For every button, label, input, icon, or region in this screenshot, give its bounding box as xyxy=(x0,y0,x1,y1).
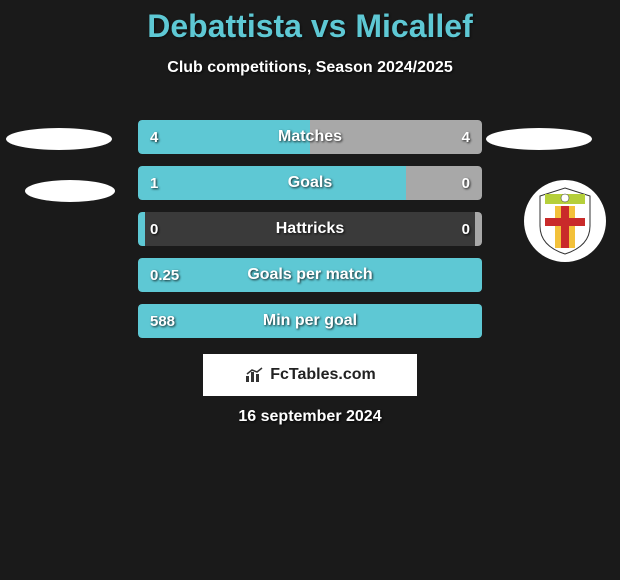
stat-label: Goals per match xyxy=(138,258,482,292)
stat-row: 1Goals0 xyxy=(138,166,482,200)
club-badge xyxy=(524,180,606,262)
stat-label: Hattricks xyxy=(138,212,482,246)
stat-value-right: 0 xyxy=(462,166,470,200)
stat-value-right: 4 xyxy=(462,120,470,154)
stats-bars: 4Matches41Goals00Hattricks00.25Goals per… xyxy=(138,120,482,350)
stat-row: 588Min per goal xyxy=(138,304,482,338)
comparison-date: 16 september 2024 xyxy=(0,408,620,426)
stat-label: Goals xyxy=(138,166,482,200)
stat-label: Matches xyxy=(138,120,482,154)
player-left-avatar-top xyxy=(6,128,112,150)
watermark-box: FcTables.com xyxy=(203,354,417,396)
club-badge-icon xyxy=(535,186,595,256)
player-left-avatar-bottom xyxy=(25,180,115,202)
watermark-text: FcTables.com xyxy=(270,366,376,384)
stat-row: 0.25Goals per match xyxy=(138,258,482,292)
comparison-subtitle: Club competitions, Season 2024/2025 xyxy=(0,59,620,77)
stat-value-right: 0 xyxy=(462,212,470,246)
stat-label: Min per goal xyxy=(138,304,482,338)
comparison-title: Debattista vs Micallef xyxy=(0,0,620,45)
stat-row: 0Hattricks0 xyxy=(138,212,482,246)
stat-row: 4Matches4 xyxy=(138,120,482,154)
chart-icon xyxy=(244,366,266,384)
player-right-avatar-top xyxy=(486,128,592,150)
